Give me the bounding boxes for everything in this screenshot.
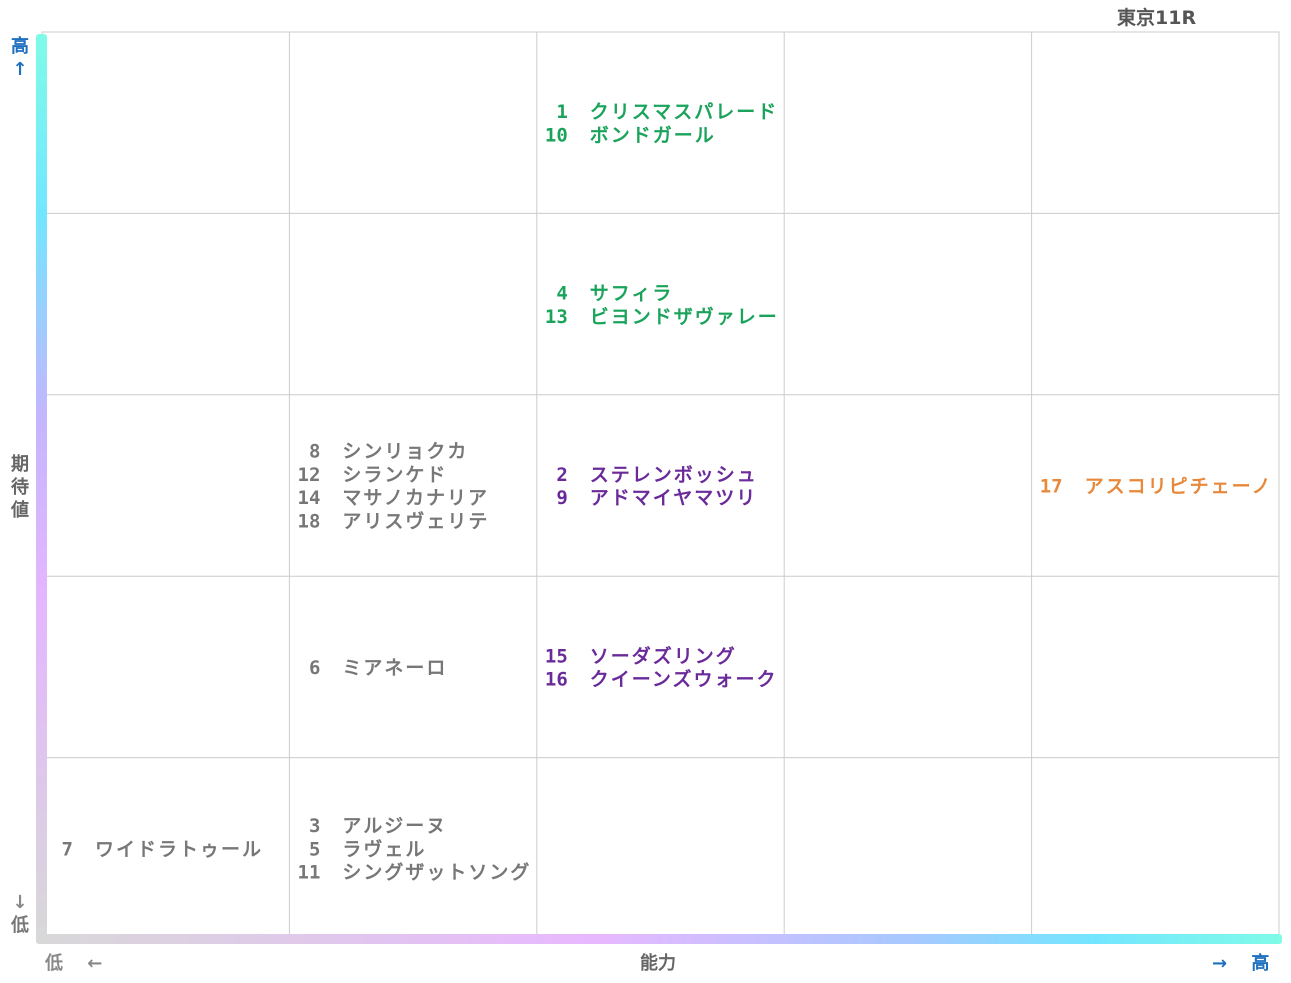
cell-entries: 1 クリスマスパレード 10 ボンドガール 4 サフィラ 13 ビヨンドザヴァレー 8 シンリョク… bbox=[62, 101, 1273, 884]
horse-name: アスコリピチェーノ bbox=[1085, 476, 1273, 498]
horse-name: シングザットソング bbox=[342, 861, 531, 884]
horse-number: 8 bbox=[309, 441, 320, 463]
cell-group: 3 アルジーヌ 5 ラヴェル 11 シングザットソング bbox=[298, 815, 531, 884]
horse-name: ラヴェル bbox=[342, 837, 426, 860]
cell-group: 4 サフィラ 13 ビヨンドザヴァレー bbox=[545, 282, 779, 328]
horse-number: 12 bbox=[298, 464, 321, 486]
horse-number: 18 bbox=[298, 510, 321, 532]
horse-number: 17 bbox=[1040, 476, 1063, 498]
horse-name: アルジーヌ bbox=[342, 815, 447, 837]
x-axis-bar bbox=[36, 934, 1282, 944]
horse-number: 1 bbox=[556, 101, 567, 123]
y-high-text: 高 bbox=[11, 36, 29, 57]
grid-lines bbox=[41, 31, 1280, 940]
horse-name: マサノカナリア bbox=[342, 487, 489, 509]
horse-name: ボンドガール bbox=[590, 124, 716, 146]
y-low-text: 低 bbox=[11, 915, 29, 936]
horse-name: シランケド bbox=[342, 464, 447, 486]
horse-number: 7 bbox=[62, 838, 73, 860]
horse-number: 9 bbox=[556, 487, 567, 509]
chart-title: 東京11R bbox=[1117, 7, 1197, 29]
x-low-text: 低 bbox=[45, 953, 63, 974]
horse-name: サフィラ bbox=[590, 282, 674, 304]
x-axis-label: 能力 bbox=[640, 953, 676, 974]
horse-number: 5 bbox=[309, 838, 320, 860]
horse-number: 11 bbox=[298, 862, 321, 884]
cell-group: 7 ワイドラトゥール bbox=[62, 838, 263, 860]
horse-name: ソーダズリング bbox=[590, 644, 737, 667]
horse-number: 10 bbox=[545, 124, 568, 146]
y-axis-bar bbox=[36, 34, 47, 940]
horse-number: 2 bbox=[556, 464, 567, 486]
horse-number: 15 bbox=[545, 645, 568, 667]
cell-group: 17 アスコリピチェーノ bbox=[1040, 476, 1273, 498]
horse-name: アリスヴェリテ bbox=[342, 509, 489, 532]
horse-number: 13 bbox=[545, 306, 568, 328]
horse-number: 4 bbox=[556, 282, 567, 304]
horse-name: クリスマスパレード bbox=[590, 101, 778, 123]
up-arrow-icon: ↑ bbox=[12, 59, 28, 80]
left-arrow-icon: ← bbox=[87, 953, 103, 974]
horse-number: 3 bbox=[309, 815, 320, 837]
horse-name: アドマイヤマツリ bbox=[590, 487, 757, 509]
x-low-label: 低 ← bbox=[45, 949, 102, 975]
horse-name: ワイドラトゥール bbox=[95, 838, 263, 860]
horse-name: クイーンズウォーク bbox=[590, 668, 778, 691]
horse-number: 14 bbox=[298, 487, 321, 509]
y-axis-label: 期待値 bbox=[11, 454, 29, 521]
horse-name: ミアネーロ bbox=[342, 657, 447, 679]
horse-name: ステレンボッシュ bbox=[590, 464, 758, 486]
x-high-label: → 高 bbox=[1212, 949, 1269, 975]
down-arrow-icon: ↓ bbox=[12, 892, 28, 913]
horse-number: 16 bbox=[545, 669, 568, 691]
cell-group: 8 シンリョクカ 12 シランケド 14 マサノカナリア 18 アリスヴェリテ bbox=[298, 441, 489, 533]
cell-group: 1 クリスマスパレード 10 ボンドガール bbox=[545, 101, 778, 146]
horse-name: シンリョクカ bbox=[342, 441, 468, 463]
y-low-label: ↓ 低 bbox=[9, 891, 31, 937]
right-arrow-icon: → bbox=[1212, 953, 1228, 974]
cell-group: 6 ミアネーロ bbox=[309, 657, 447, 679]
horse-number: 6 bbox=[309, 657, 320, 679]
cell-group: 2 ステレンボッシュ 9 アドマイヤマツリ bbox=[556, 464, 758, 509]
y-high-label: 高 ↑ bbox=[9, 35, 31, 81]
cell-group: 15 ソーダズリング 16 クイーンズウォーク bbox=[545, 644, 778, 691]
x-high-text: 高 bbox=[1251, 953, 1270, 974]
horse-name: ビヨンドザヴァレー bbox=[590, 305, 779, 328]
